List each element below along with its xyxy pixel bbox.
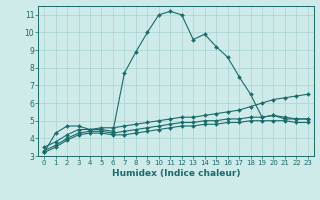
X-axis label: Humidex (Indice chaleur): Humidex (Indice chaleur) [112,169,240,178]
